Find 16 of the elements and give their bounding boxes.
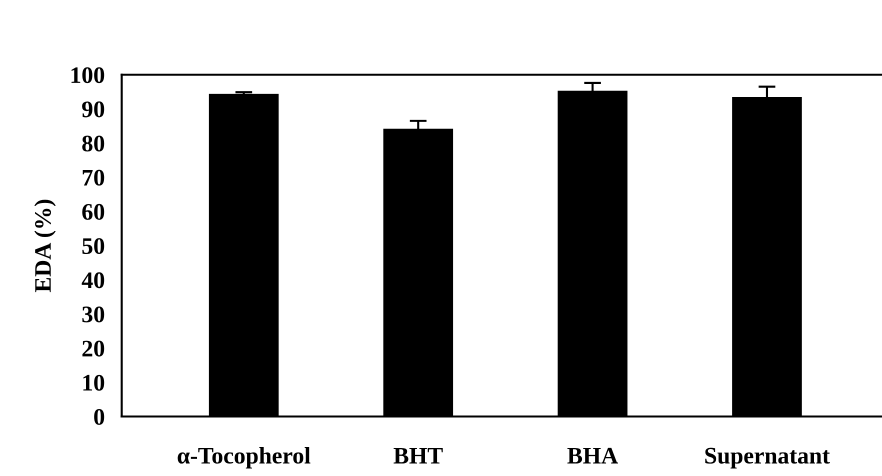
y-tick-label: 90 xyxy=(82,101,104,118)
y-tick-label: 60 xyxy=(82,204,104,220)
x-tick-label: BHA xyxy=(567,448,618,464)
y-tick-label: 40 xyxy=(82,272,104,288)
y-tick-label: 100 xyxy=(72,67,104,84)
y-tick-label: 80 xyxy=(82,136,104,152)
y-tick-label: 50 xyxy=(82,238,104,254)
y-tick-label: 10 xyxy=(83,374,104,391)
x-tick-label: BHT xyxy=(394,448,443,464)
y-tick-label: 20 xyxy=(82,340,104,357)
y-tick-label: 0 xyxy=(94,408,104,425)
y-tick-label: 30 xyxy=(82,306,104,322)
y-tick-label: 70 xyxy=(82,170,104,186)
x-tick-label: Supernatant xyxy=(705,448,830,468)
x-tick-label: α-Tocopherol xyxy=(178,447,310,468)
y-axis-title: EDA (%) xyxy=(34,200,56,292)
